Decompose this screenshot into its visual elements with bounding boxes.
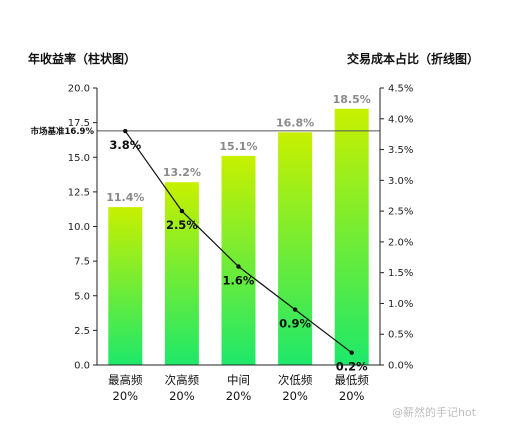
cost-point bbox=[292, 307, 298, 312]
bar-value-label: 13.2% bbox=[163, 166, 201, 179]
cost-point bbox=[179, 208, 185, 214]
category-label: 中间 bbox=[227, 373, 250, 387]
right-axis-title: 交易成本占比（折线图） bbox=[346, 52, 479, 66]
category-label: 最高频 bbox=[108, 373, 143, 387]
bar bbox=[108, 207, 143, 365]
cost-value-label: 2.5% bbox=[166, 218, 198, 232]
right-axis-tick-label: 2.0% bbox=[388, 237, 413, 248]
left-axis-tick-label: 2.5 bbox=[74, 326, 90, 337]
category-label: 最低频 bbox=[334, 373, 369, 387]
category-label: 20% bbox=[339, 389, 365, 403]
cost-value-label: 0.2% bbox=[336, 360, 368, 374]
bar bbox=[334, 108, 369, 366]
bar bbox=[278, 132, 313, 365]
cost-point bbox=[123, 128, 128, 134]
right-axis-tick-label: 4.0% bbox=[388, 114, 413, 125]
bar bbox=[221, 155, 256, 365]
bar-value-label: 18.5% bbox=[333, 93, 371, 106]
bar-value-label: 15.1% bbox=[219, 140, 257, 153]
cost-point bbox=[236, 264, 241, 269]
cost-value-label: 1.6% bbox=[223, 274, 255, 288]
right-axis-tick-label: 0.0% bbox=[388, 361, 413, 372]
right-axis-tick-label: 4.5% bbox=[388, 84, 413, 95]
bar-value-label: 16.8% bbox=[276, 116, 314, 129]
right-axis-tick-label: 3.5% bbox=[388, 145, 413, 156]
cost-point bbox=[349, 350, 354, 355]
right-axis-tick-label: 0.5% bbox=[388, 330, 413, 341]
right-axis-tick-label: 3.0% bbox=[388, 176, 413, 187]
watermark: @薪然的手记hot bbox=[392, 406, 477, 419]
bar-value-label: 11.4% bbox=[106, 191, 144, 204]
right-axis-tick-label: 2.5% bbox=[388, 207, 413, 218]
left-axis-tick-label: 12.5 bbox=[68, 187, 90, 198]
right-axis-tick-label: 1.0% bbox=[388, 299, 413, 310]
cost-value-label: 3.8% bbox=[109, 138, 141, 152]
category-label: 20% bbox=[169, 389, 195, 403]
left-axis-tick-label: 15.0 bbox=[68, 153, 90, 164]
left-axis-tick-label: 5.0 bbox=[74, 291, 90, 302]
left-axis-tick-label: 10.0 bbox=[68, 222, 90, 233]
left-axis-tick-label: 17.5 bbox=[68, 118, 90, 129]
left-axis-tick-label: 0.0 bbox=[74, 361, 90, 372]
right-axis-tick-label: 1.5% bbox=[388, 268, 413, 279]
cost-value-label: 0.9% bbox=[279, 317, 311, 331]
category-label: 20% bbox=[113, 389, 139, 403]
category-label: 20% bbox=[282, 389, 308, 403]
left-axis-title: 年收益率（柱状图） bbox=[28, 52, 137, 66]
left-axis-tick-label: 7.5 bbox=[74, 257, 90, 268]
category-label: 次高频 bbox=[165, 373, 200, 387]
category-label: 20% bbox=[226, 389, 252, 403]
reference-line-label: 市场基准16.9% bbox=[31, 126, 95, 137]
left-axis-tick-label: 20.0 bbox=[68, 84, 90, 95]
category-label: 次低频 bbox=[278, 373, 313, 387]
